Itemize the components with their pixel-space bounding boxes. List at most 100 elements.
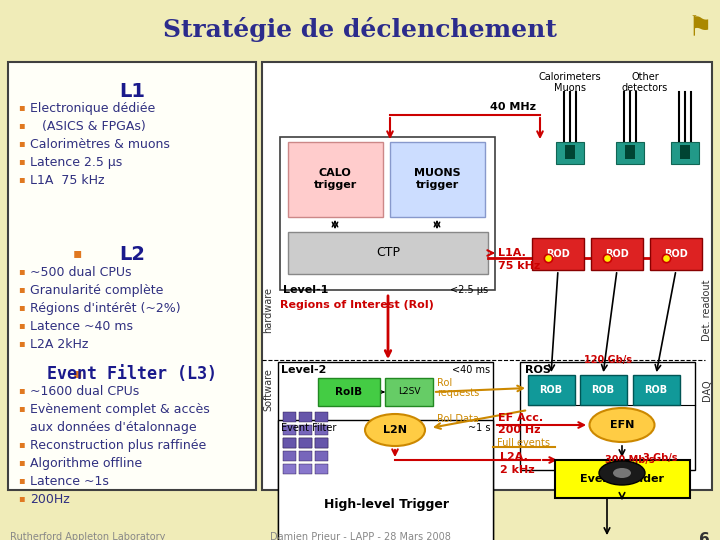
Text: ▪: ▪ [18,284,24,294]
Text: EFN: EFN [610,420,634,430]
Text: ROB: ROB [644,385,667,395]
Text: L1A  75 kHz: L1A 75 kHz [30,174,104,187]
Text: aux données d'étalonnage: aux données d'étalonnage [30,421,197,434]
Bar [616,142,644,164]
Text: Calorimètres & muons: Calorimètres & muons [30,138,170,151]
Text: CTP: CTP [376,246,400,260]
Text: Level-1: Level-1 [283,285,328,295]
Text: L2: L2 [119,245,145,264]
Bar [280,137,495,290]
Bar [555,460,690,498]
Bar [385,378,433,406]
Text: Régions d'intérêt (~2%): Régions d'intérêt (~2%) [30,302,181,315]
Text: ▪: ▪ [18,457,24,467]
Text: RoI Data: RoI Data [437,414,479,424]
Text: RoI: RoI [437,378,452,388]
Text: Latence 2.5 µs: Latence 2.5 µs [30,156,122,169]
Bar [278,362,493,540]
Text: MUONS
trigger: MUONS trigger [414,168,460,190]
Text: 75 kHz: 75 kHz [498,261,540,271]
Bar [680,145,690,159]
Bar [315,438,328,448]
Text: L2A.: L2A. [500,452,528,462]
Text: ▪: ▪ [18,102,24,112]
Text: High-level Trigger: High-level Trigger [323,498,449,511]
Text: Regions of Interest (RoI): Regions of Interest (RoI) [280,300,434,310]
Text: 200 Hz: 200 Hz [498,425,541,435]
Text: 120 Gb/s: 120 Gb/s [584,355,632,365]
Bar [283,464,296,474]
Text: ▪: ▪ [72,366,81,380]
Text: detectors: detectors [622,83,668,93]
Bar [565,145,575,159]
Text: ~1600 dual CPUs: ~1600 dual CPUs [30,385,139,398]
Bar [532,238,584,270]
Text: Damien Prieur - LAPP - 28 Mars 2008: Damien Prieur - LAPP - 28 Mars 2008 [269,532,451,540]
Text: ROB: ROB [591,385,615,395]
Text: (ASICS & FPGAs): (ASICS & FPGAs) [30,120,145,133]
Text: L2SV: L2SV [397,388,420,396]
Bar [318,378,380,406]
Text: Event Filter: Event Filter [281,423,336,433]
Ellipse shape [613,468,631,478]
Text: CALO
trigger: CALO trigger [313,168,356,190]
Text: ▪: ▪ [18,385,24,395]
Text: ▪: ▪ [18,320,24,330]
Text: L2A 2kHz: L2A 2kHz [30,338,89,351]
Text: ROD: ROD [664,249,688,259]
Bar [299,425,312,435]
Text: ▪: ▪ [18,120,24,130]
Bar [283,438,296,448]
Text: Muons: Muons [554,83,586,93]
Bar [288,232,488,274]
Text: Electronique dédiée: Electronique dédiée [30,102,156,115]
Text: ~500 dual CPUs: ~500 dual CPUs [30,266,132,279]
Bar [315,451,328,461]
Text: Granularité complète: Granularité complète [30,284,163,297]
Bar [283,412,296,422]
Text: Latence ~1s: Latence ~1s [30,475,109,488]
Text: ▪: ▪ [18,266,24,276]
Text: Other: Other [631,72,659,82]
Bar [591,238,643,270]
Text: ▪: ▪ [18,302,24,312]
Ellipse shape [599,461,645,485]
Ellipse shape [365,414,425,446]
Bar [283,451,296,461]
Text: ▪: ▪ [18,403,24,413]
Text: 200Hz: 200Hz [30,493,70,506]
Bar [299,438,312,448]
Bar [390,142,485,217]
Bar [299,438,312,448]
Bar [556,142,584,164]
Text: ▪: ▪ [72,246,81,260]
Bar [299,412,312,422]
Text: L1A.: L1A. [498,248,526,258]
Bar [288,142,383,217]
Text: ROS: ROS [525,365,551,375]
Bar [283,438,296,448]
Text: L1: L1 [119,82,145,101]
Bar [262,62,712,490]
Text: ▪: ▪ [18,439,24,449]
Text: RoIB: RoIB [336,387,363,397]
Text: ▪: ▪ [18,174,24,184]
Text: Latence ~40 ms: Latence ~40 ms [30,320,133,333]
Text: ROB: ROB [539,385,562,395]
Text: ▪: ▪ [18,138,24,148]
Text: requests: requests [437,388,480,398]
Text: Software: Software [263,369,273,411]
Bar [299,464,312,474]
Text: Level-2: Level-2 [281,365,326,375]
Text: Det. readout: Det. readout [702,279,712,341]
Bar [278,420,493,540]
Text: ~1 s: ~1 s [467,423,490,433]
Text: Reconstruction plus raffinée: Reconstruction plus raffinée [30,439,206,452]
Text: 300 Mb/s: 300 Mb/s [606,455,654,465]
Bar [315,412,328,422]
Bar [520,362,695,470]
Text: ROD: ROD [546,249,570,259]
Text: <40 ms: <40 ms [452,365,490,375]
Text: ▪: ▪ [18,493,24,503]
Text: 6: 6 [699,532,710,540]
